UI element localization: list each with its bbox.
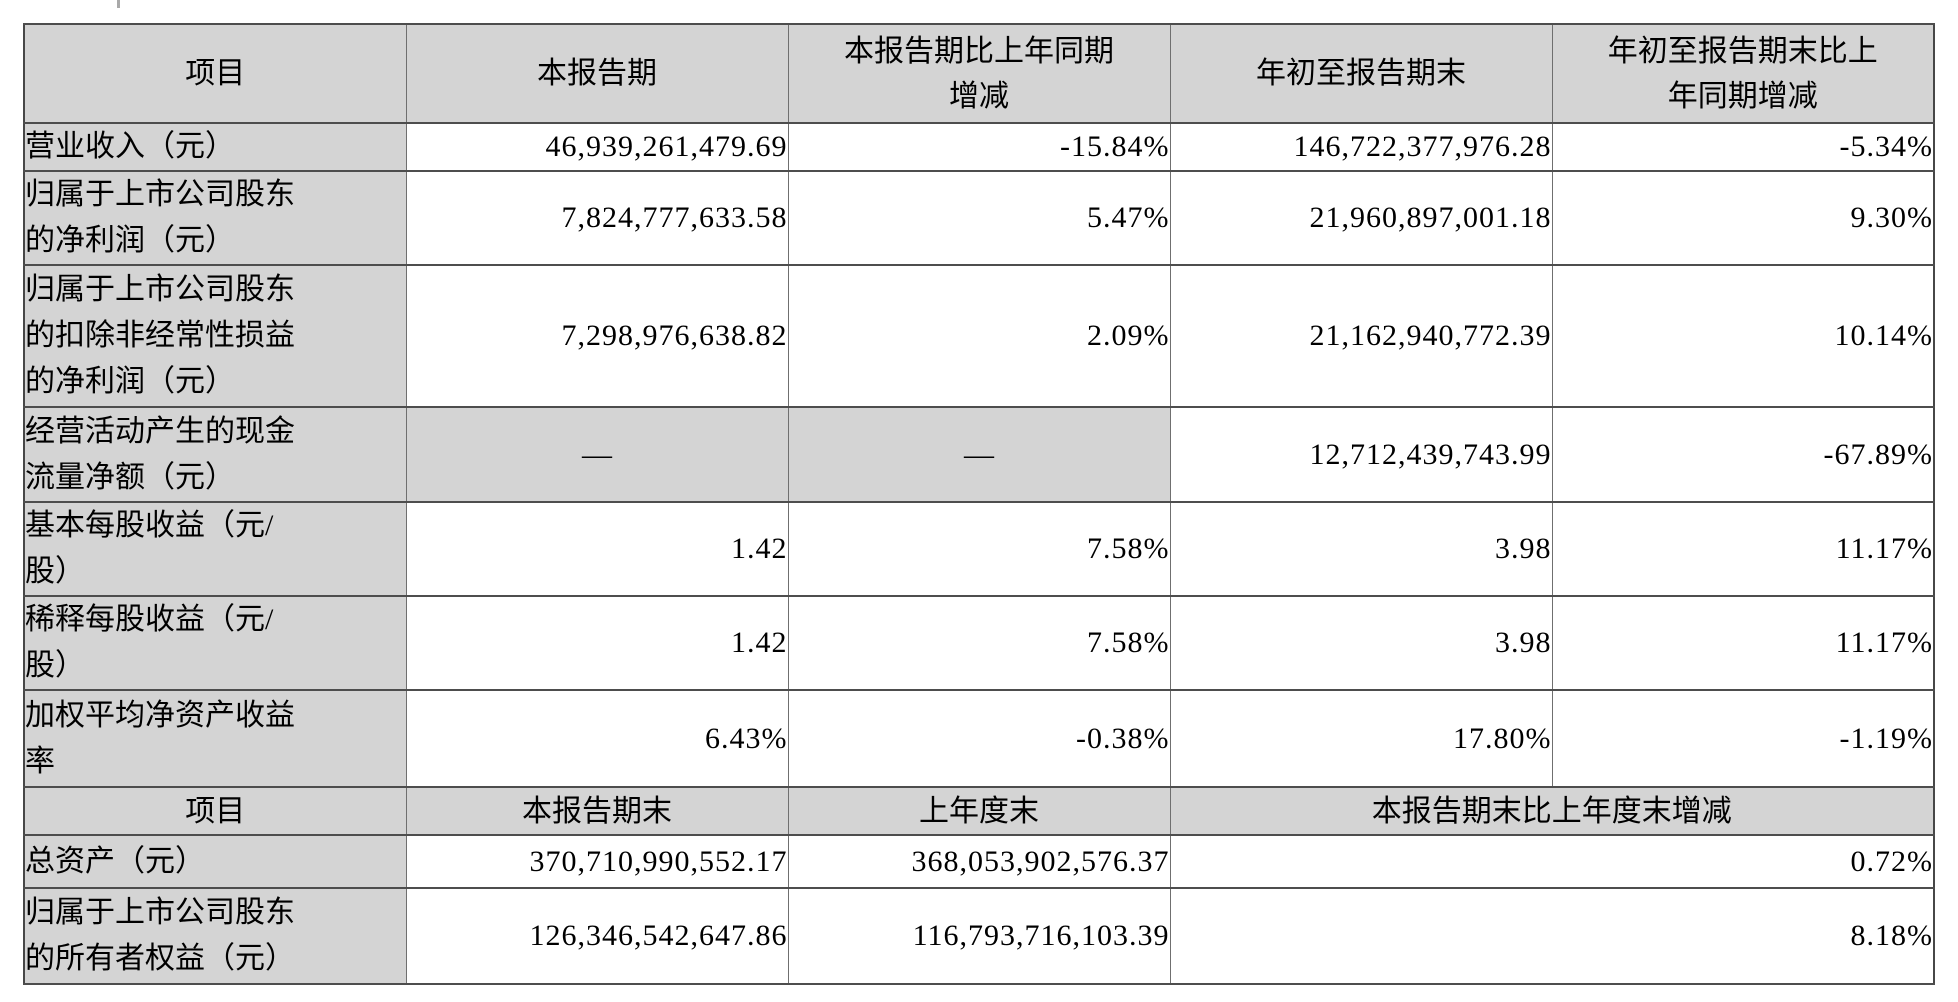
cell-value: 8.18% bbox=[1169, 887, 1935, 985]
cell-value: -0.38% bbox=[787, 689, 1171, 788]
section2-header-row: 项目 本报告期末 上年度末 本报告期末比上年度末增减 bbox=[23, 786, 1935, 836]
column-header-yoy-change: 本报告期比上年同期 增减 bbox=[787, 23, 1171, 124]
cell-value: 146,722,377,976.28 bbox=[1169, 122, 1553, 172]
row-label: 加权平均净资产收益 率 bbox=[23, 689, 407, 788]
table-row-equity-attributable-to-shareholders: 归属于上市公司股东 的所有者权益（元） 126,346,542,647.86 1… bbox=[23, 887, 1935, 985]
row-label: 稀释每股收益（元/ 股） bbox=[23, 595, 407, 691]
section1-header-row: 项目 本报告期 本报告期比上年同期 增减 年初至报告期末 年初至报告期末比上 年… bbox=[23, 23, 1935, 124]
column-header-change-vs-last-year-end: 本报告期末比上年度末增减 bbox=[1169, 786, 1935, 836]
cell-value: 2.09% bbox=[787, 264, 1171, 408]
cell-value: — bbox=[405, 406, 789, 503]
cell-value: 1.42 bbox=[405, 595, 789, 691]
cell-value: 21,960,897,001.18 bbox=[1169, 170, 1553, 266]
column-header-item: 项目 bbox=[23, 786, 407, 836]
row-label: 归属于上市公司股东 的所有者权益（元） bbox=[23, 887, 407, 985]
table-row-operating-cash-flow: 经营活动产生的现金 流量净额（元） — — 12,712,439,743.99 … bbox=[23, 406, 1935, 503]
cell-value: 9.30% bbox=[1551, 170, 1935, 266]
table-row-net-profit-excl-nonrecurring: 归属于上市公司股东 的扣除非经常性损益 的净利润（元） 7,298,976,63… bbox=[23, 264, 1935, 408]
column-header-ytd-yoy-change: 年初至报告期末比上 年同期增减 bbox=[1551, 23, 1935, 124]
table-row-diluted-eps: 稀释每股收益（元/ 股） 1.42 7.58% 3.98 11.17% bbox=[23, 595, 1935, 691]
column-header-current-period: 本报告期 bbox=[405, 23, 789, 124]
table-row-total-assets: 总资产（元） 370,710,990,552.17 368,053,902,57… bbox=[23, 834, 1935, 889]
cell-value: — bbox=[787, 406, 1171, 503]
cell-value: 1.42 bbox=[405, 501, 789, 597]
cell-value: 46,939,261,479.69 bbox=[405, 122, 789, 172]
column-header-ytd: 年初至报告期末 bbox=[1169, 23, 1553, 124]
cell-value: 3.98 bbox=[1169, 595, 1553, 691]
cell-value: 126,346,542,647.86 bbox=[405, 887, 789, 985]
cell-value: 7,824,777,633.58 bbox=[405, 170, 789, 266]
cell-value: 17.80% bbox=[1169, 689, 1553, 788]
cell-value: -67.89% bbox=[1551, 406, 1935, 503]
cell-value: -15.84% bbox=[787, 122, 1171, 172]
row-label: 营业收入（元） bbox=[23, 122, 407, 172]
row-label: 基本每股收益（元/ 股） bbox=[23, 501, 407, 597]
row-label: 总资产（元） bbox=[23, 834, 407, 889]
cell-value: 5.47% bbox=[787, 170, 1171, 266]
financial-indicators-table: 项目 本报告期 本报告期比上年同期 增减 年初至报告期末 年初至报告期末比上 年… bbox=[23, 23, 1935, 985]
cell-value: 11.17% bbox=[1551, 595, 1935, 691]
cell-value: 11.17% bbox=[1551, 501, 1935, 597]
table-row-operating-revenue: 营业收入（元） 46,939,261,479.69 -15.84% 146,72… bbox=[23, 122, 1935, 172]
row-label: 经营活动产生的现金 流量净额（元） bbox=[23, 406, 407, 503]
cell-value: 116,793,716,103.39 bbox=[787, 887, 1171, 985]
cell-value: 12,712,439,743.99 bbox=[1169, 406, 1553, 503]
column-header-item: 项目 bbox=[23, 23, 407, 124]
cell-value: 6.43% bbox=[405, 689, 789, 788]
cell-value: -1.19% bbox=[1551, 689, 1935, 788]
column-header-end-of-period: 本报告期末 bbox=[405, 786, 789, 836]
row-label: 归属于上市公司股东 的净利润（元） bbox=[23, 170, 407, 266]
column-header-end-of-last-year: 上年度末 bbox=[787, 786, 1171, 836]
cell-value: 7.58% bbox=[787, 501, 1171, 597]
cell-value: -5.34% bbox=[1551, 122, 1935, 172]
row-label: 归属于上市公司股东 的扣除非经常性损益 的净利润（元） bbox=[23, 264, 407, 408]
table-row-basic-eps: 基本每股收益（元/ 股） 1.42 7.58% 3.98 11.17% bbox=[23, 501, 1935, 597]
table-row-weighted-avg-roe: 加权平均净资产收益 率 6.43% -0.38% 17.80% -1.19% bbox=[23, 689, 1935, 788]
cell-value: 370,710,990,552.17 bbox=[405, 834, 789, 889]
cell-value: 10.14% bbox=[1551, 264, 1935, 408]
cell-value: 368,053,902,576.37 bbox=[787, 834, 1171, 889]
table-row-net-profit: 归属于上市公司股东 的净利润（元） 7,824,777,633.58 5.47%… bbox=[23, 170, 1935, 266]
cell-value: 7.58% bbox=[787, 595, 1171, 691]
cell-value: 7,298,976,638.82 bbox=[405, 264, 789, 408]
cutoff-text-fragment bbox=[117, 0, 120, 8]
cell-value: 21,162,940,772.39 bbox=[1169, 264, 1553, 408]
cell-value: 3.98 bbox=[1169, 501, 1553, 597]
cell-value: 0.72% bbox=[1169, 834, 1935, 889]
